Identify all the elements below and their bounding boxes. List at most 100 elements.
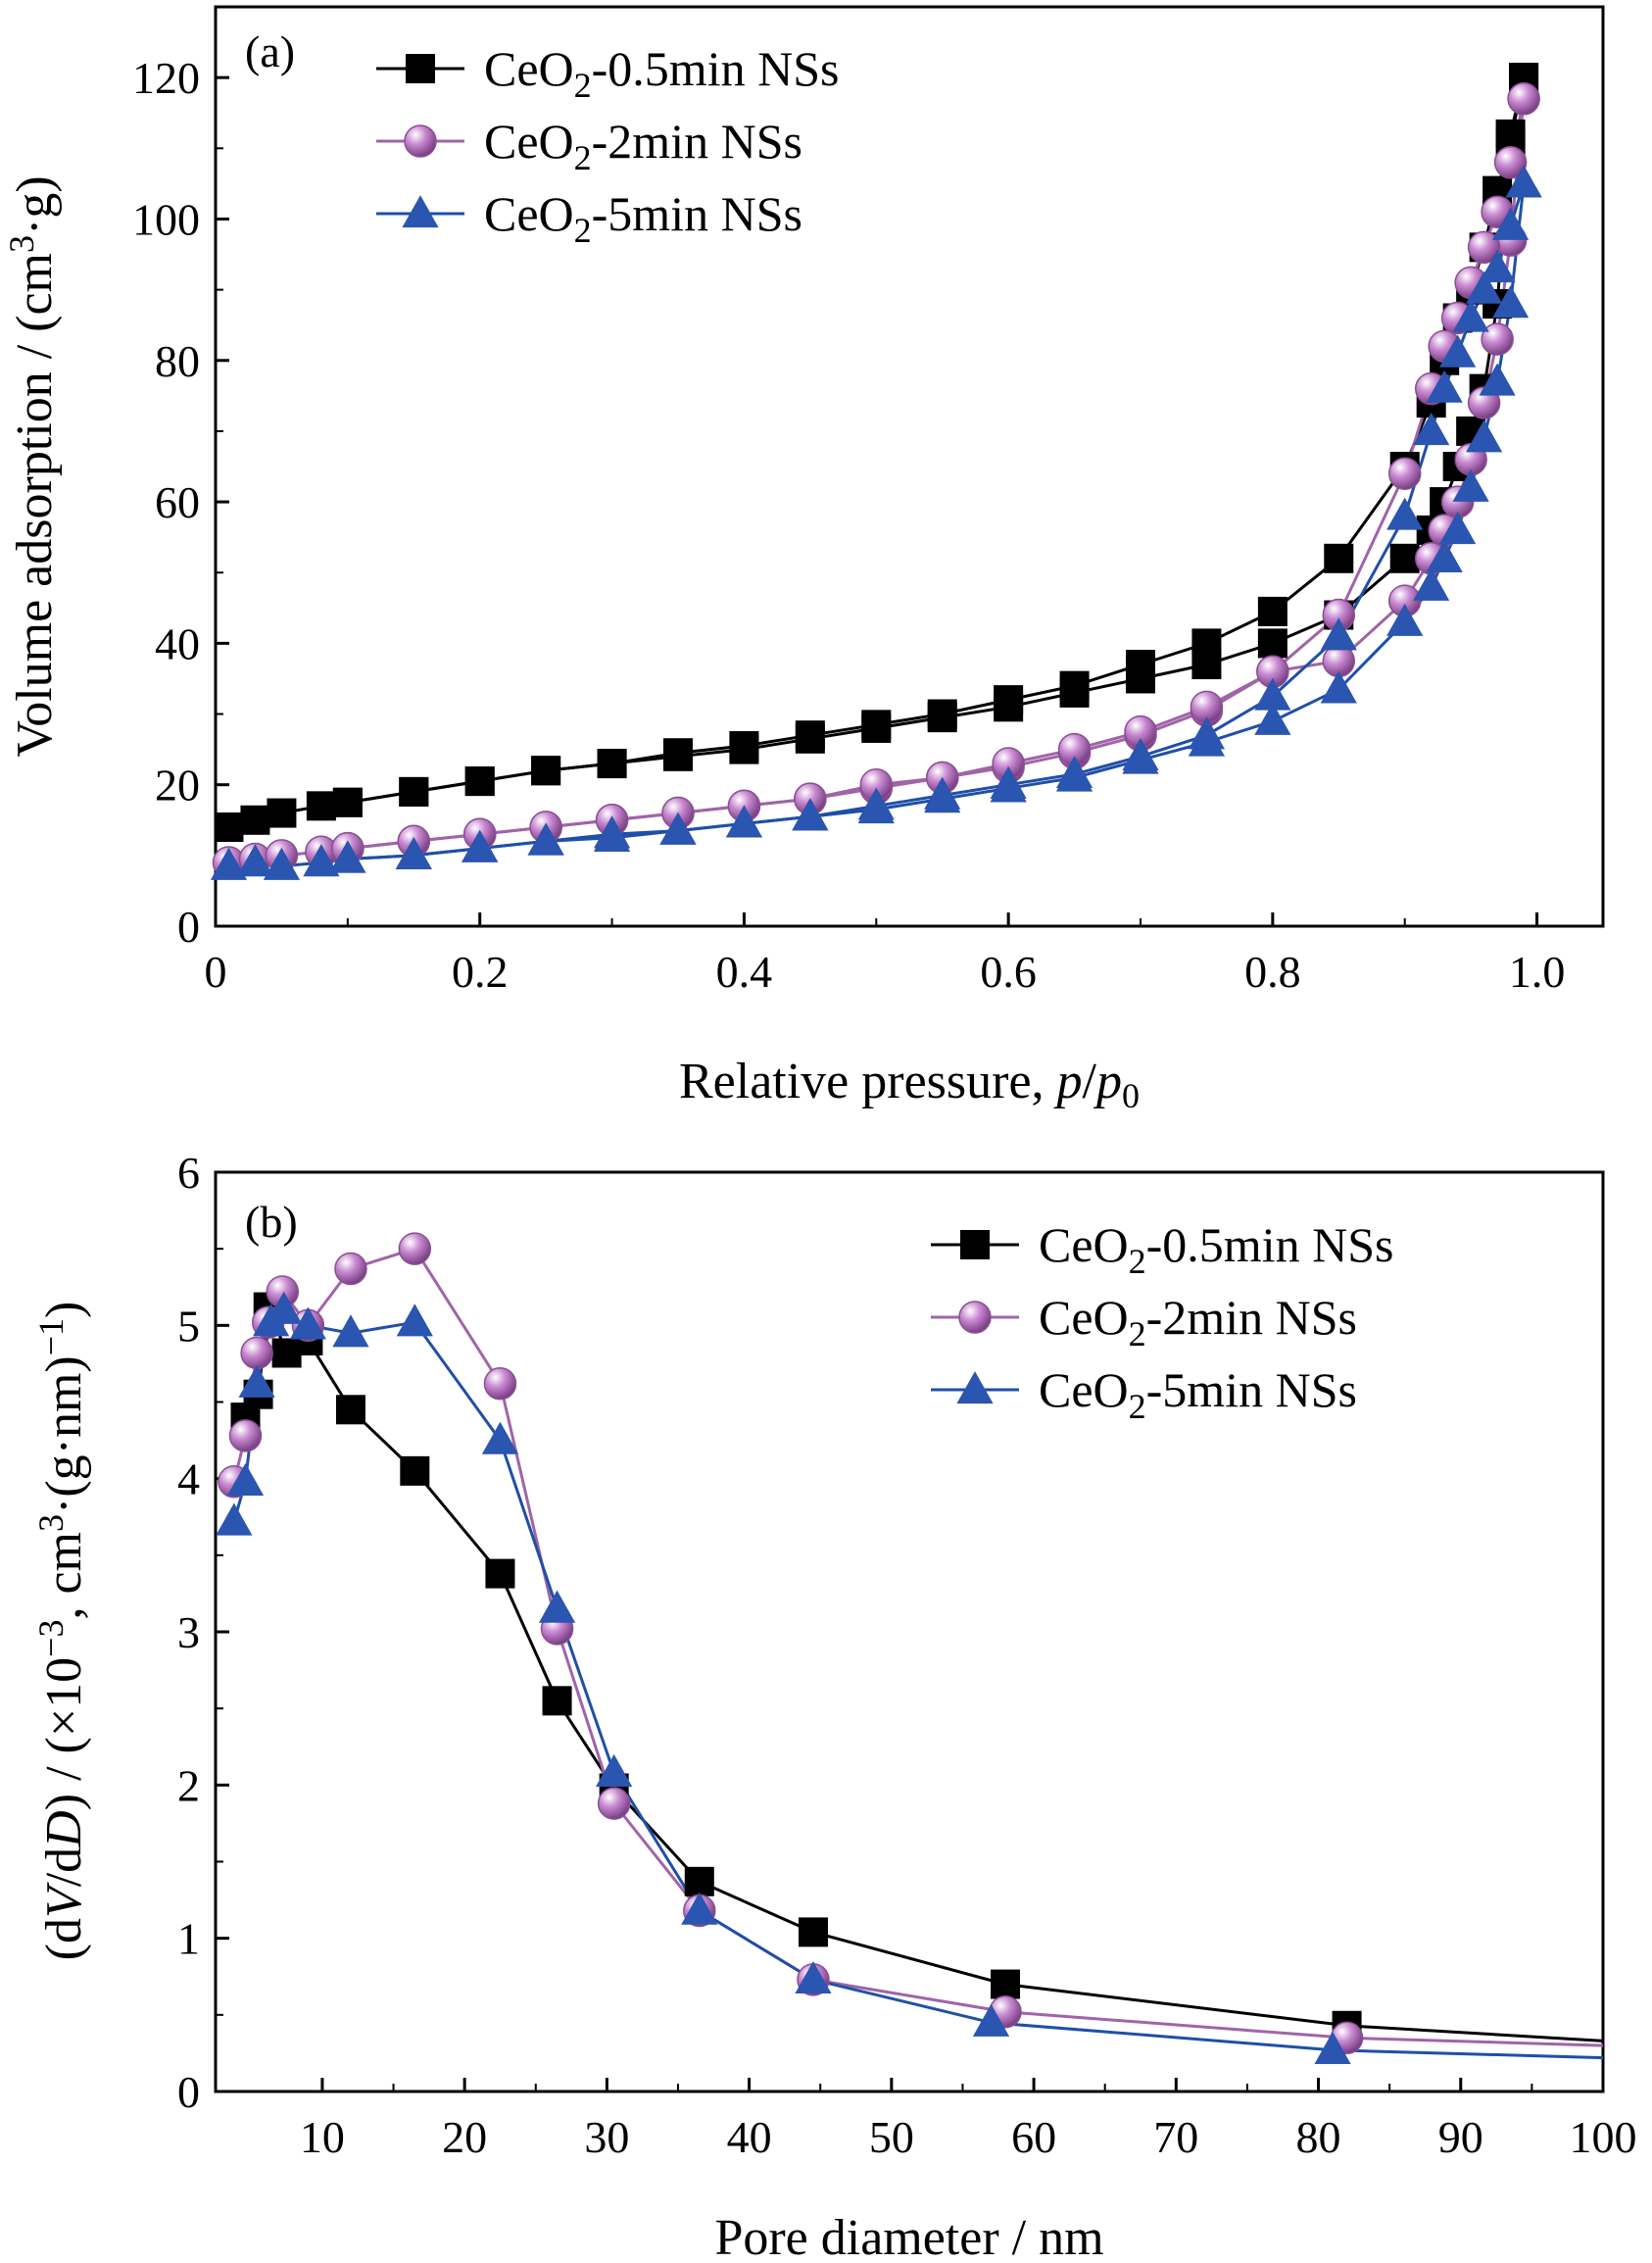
data-point	[240, 1336, 273, 1370]
data-point	[329, 840, 366, 873]
data-point	[1257, 628, 1288, 659]
data-point	[596, 1753, 633, 1788]
y-tick-label: 3	[177, 1607, 200, 1657]
data-point	[729, 731, 759, 762]
y-tick-label: 2	[177, 1760, 200, 1810]
data-point	[1507, 82, 1540, 116]
data-point	[861, 710, 892, 740]
data-point	[210, 847, 248, 880]
data-point	[725, 805, 763, 838]
y-tick-label: 6	[177, 1148, 200, 1198]
legend-label: CeO2-5min NSs	[1039, 1362, 1357, 1426]
y-tick-label: 20	[155, 761, 200, 811]
panel-a-series	[210, 63, 1542, 880]
x-tick-label: 80	[1296, 2112, 1341, 2162]
data-point	[334, 1252, 367, 1286]
data-point	[289, 1306, 326, 1340]
data-point	[266, 1291, 303, 1324]
data-point	[1314, 2031, 1351, 2064]
legend-marker	[406, 54, 435, 83]
data-point	[399, 776, 429, 807]
legend-marker	[956, 1371, 994, 1404]
series-line-desorption	[347, 182, 1526, 861]
data-point	[263, 847, 301, 880]
series-line	[232, 1247, 1604, 2047]
data-point	[464, 766, 495, 797]
data-point	[306, 791, 336, 821]
data-point	[1481, 322, 1514, 356]
legend-marker	[958, 1301, 992, 1334]
y-tick-label: 120	[132, 53, 200, 103]
panel-b-xlabel: Pore diameter / nm	[714, 2210, 1103, 2263]
data-point	[238, 1364, 275, 1398]
data-point	[1324, 543, 1354, 573]
data-point	[1466, 419, 1503, 453]
data-point	[927, 699, 957, 729]
data-point	[1254, 702, 1291, 735]
x-tick-label: 1.0	[1509, 947, 1566, 997]
data-point	[1426, 369, 1463, 403]
y-tick-label: 5	[177, 1301, 200, 1351]
x-tick-label: 0.2	[452, 947, 509, 997]
data-point	[1188, 716, 1226, 750]
data-point	[332, 787, 363, 817]
data-point	[684, 1866, 714, 1896]
data-point	[462, 829, 499, 862]
data-point	[597, 749, 627, 779]
data-point	[659, 812, 697, 845]
panel-a-xlabel: Relative pressure, p/p0	[679, 1054, 1140, 1115]
panel-b-ticks: 10 20 30 40 50 60 70 80 90 100 0 1 2 3 4 5 6	[177, 1148, 1637, 2162]
data-point	[1413, 413, 1450, 446]
x-tick-label: 0	[205, 947, 227, 997]
x-tick-label: 10	[300, 2112, 345, 2162]
legend-label: CeO2-5min NSs	[484, 186, 802, 250]
data-point	[792, 798, 829, 831]
y-tick-label: 60	[155, 477, 200, 527]
data-point	[395, 836, 432, 870]
data-point	[335, 1395, 365, 1425]
data-point	[795, 1960, 832, 1994]
data-point	[542, 1686, 572, 1716]
x-tick-label: 60	[1011, 2112, 1056, 2162]
panel-a-frame	[214, 5, 1605, 928]
data-point	[1386, 603, 1424, 636]
data-point	[663, 738, 693, 768]
x-tick-label: 100	[1570, 2112, 1637, 2162]
panel-a-ticks: 0 0.2 0.4 0.6 0.8 1.0 0 20 40 60 80 100 120	[132, 53, 1565, 997]
data-point	[1492, 285, 1530, 319]
data-point	[1467, 230, 1501, 265]
x-tick-label: 20	[442, 2112, 487, 2162]
data-point	[1452, 299, 1489, 332]
data-point	[1389, 543, 1420, 573]
data-point	[1320, 670, 1357, 704]
data-point	[214, 812, 244, 842]
data-point	[216, 1502, 253, 1536]
data-point	[236, 844, 274, 877]
legend-label: CeO2-2min NSs	[484, 114, 802, 177]
data-point	[483, 1366, 517, 1401]
data-point	[1439, 512, 1477, 545]
panel-a-legend: CeO2-0.5min NSs CeO2-2min NSs CeO2-5min NS…	[376, 41, 839, 250]
data-point	[972, 2003, 1010, 2037]
data-point	[1505, 165, 1542, 198]
legend-label: CeO2-0.5min NSs	[1039, 1217, 1393, 1281]
x-tick-label: 90	[1438, 2112, 1483, 2162]
data-point	[1439, 334, 1477, 368]
data-point	[398, 1232, 432, 1265]
data-point	[226, 1462, 265, 1496]
data-point	[1479, 363, 1516, 396]
legend-label: CeO2-0.5min NSs	[484, 41, 839, 105]
data-point	[1493, 145, 1528, 179]
data-point	[994, 685, 1024, 715]
data-point	[1126, 650, 1155, 680]
data-point	[531, 756, 561, 786]
data-point	[924, 776, 961, 810]
series-line	[232, 1307, 1604, 2060]
data-point	[597, 1787, 631, 1820]
data-point	[1055, 755, 1093, 789]
x-tick-label: 70	[1153, 2112, 1198, 2162]
data-point	[1122, 737, 1159, 771]
x-tick-label: 0.6	[980, 947, 1037, 997]
y-tick-label: 100	[132, 194, 200, 244]
x-tick-label: 40	[727, 2112, 772, 2162]
